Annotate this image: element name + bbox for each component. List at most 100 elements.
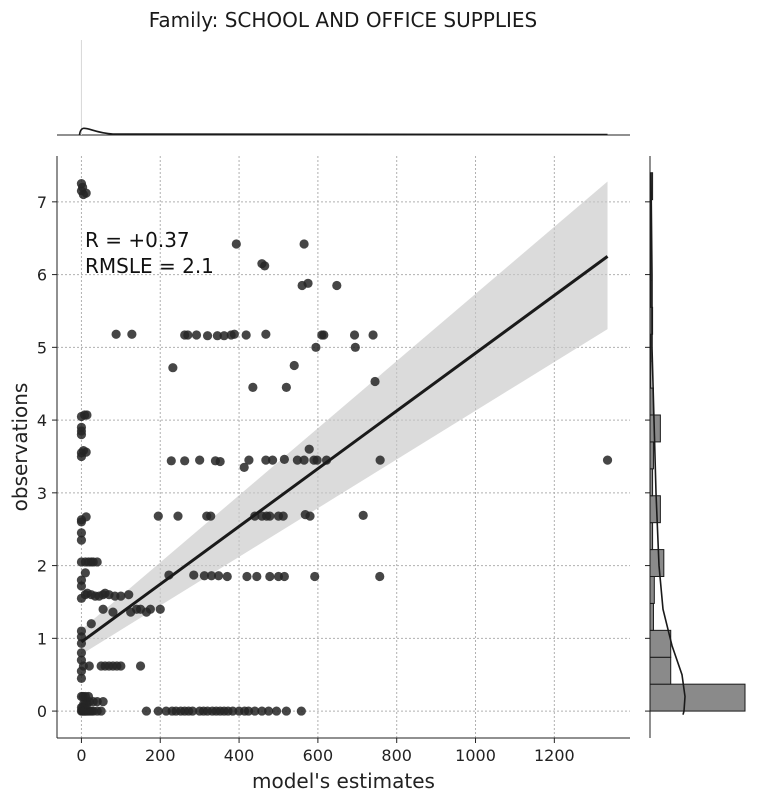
right-marginal-kde [650,172,686,715]
y-axis-label: observations [8,383,32,512]
data-point [189,570,199,580]
data-point [370,376,380,387]
y-tick-label: 0 [37,702,47,721]
data-point [76,535,87,545]
data-point [86,619,96,629]
data-point [153,511,163,521]
x-tick-label: 400 [224,746,255,765]
data-point [241,330,251,340]
data-point [250,706,260,716]
data-point [260,261,270,271]
data-point [153,706,163,716]
x-tick-label: 800 [381,746,412,765]
data-point [305,511,315,521]
data-point [212,331,222,341]
data-point [248,382,258,392]
y-tick-label: 6 [37,266,47,285]
data-point [271,706,282,716]
data-point [76,422,87,432]
data-point [222,571,232,582]
histogram-bar [649,226,652,254]
data-point [116,591,126,601]
data-point [173,511,183,521]
regression-line [80,255,609,644]
x-tick-label: 600 [303,746,334,765]
histogram-bar [649,495,661,524]
data-point [358,510,368,520]
data-point [180,456,190,466]
data-point [332,280,342,291]
data-point [166,456,176,466]
histogram-bar [649,602,654,631]
data-point [206,571,217,581]
data-point [297,280,307,291]
data-point [602,455,613,465]
data-point [265,511,275,521]
data-point [145,604,155,614]
y-tick-label: 1 [37,629,47,648]
data-point [78,182,88,192]
data-point [257,706,267,716]
data-point [76,575,87,585]
data-point [242,571,252,582]
data-point [319,330,329,340]
data-point [299,239,309,249]
data-point [92,557,102,567]
data-point [84,661,94,671]
data-point [116,661,126,671]
data-point [281,706,291,716]
x-tick-label: 0 [76,746,86,765]
y-tick-label: 4 [37,411,47,430]
data-point [191,330,202,340]
data-point [141,706,152,716]
data-point [127,329,137,339]
data-point [239,462,249,472]
data-point [83,691,94,702]
data-point [311,342,321,352]
data-point [292,455,302,465]
y-tick-label: 7 [37,193,47,212]
data-point [199,571,209,581]
data-point [252,571,262,582]
data-point [375,571,385,582]
data-point [304,444,314,454]
data-point [81,447,91,457]
data-point [111,329,121,339]
data-point [183,330,193,340]
data-point [81,512,91,522]
data-point [279,454,289,464]
chart-title: Family: SCHOOL AND OFFICE SUPPLIES [148,8,538,32]
data-point [350,342,360,352]
histogram-bar [649,468,654,497]
data-point [299,455,309,465]
data-point [215,456,225,467]
data-point [187,706,198,716]
data-point [368,330,378,340]
data-point [228,706,238,716]
data-point [80,568,90,578]
data-point [261,455,271,465]
data-point [264,706,274,716]
histogram-bar [649,441,654,470]
y-tick-label: 5 [37,338,47,357]
annotation-text: RMSLE = 2.1 [85,254,214,278]
data-point [296,706,306,716]
confidence-band [81,181,608,655]
data-point [98,604,108,614]
data-point [281,382,291,392]
x-axis-label: model's estimates [252,769,435,793]
data-point [96,706,106,716]
data-point [289,360,299,371]
data-point [279,571,289,582]
data-point [82,410,92,420]
histogram-bar [649,279,652,308]
annotation-text: R = +0.37 [85,228,190,252]
data-point [76,528,87,538]
histogram-bar [649,575,655,604]
data-point [76,648,87,658]
data-point [267,455,278,465]
histogram-bar [649,333,652,362]
histogram-bar [649,360,652,389]
histogram-bar [649,549,665,577]
x-tick-label: 200 [145,746,176,765]
